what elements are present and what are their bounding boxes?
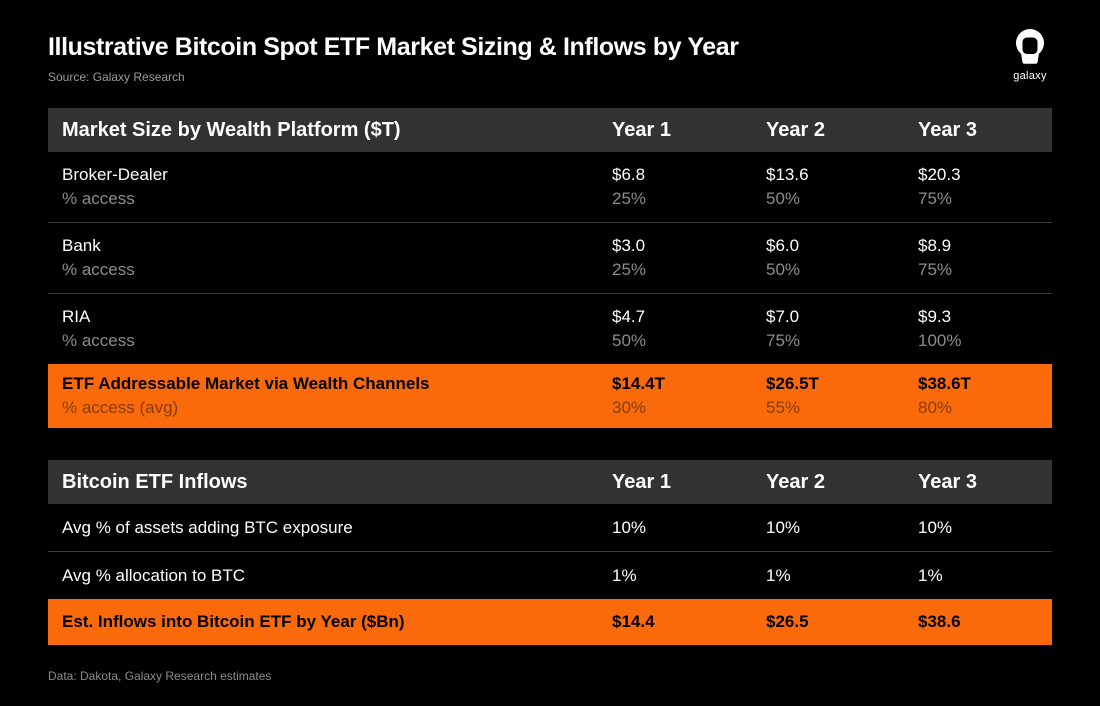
value-year-1: $6.8 (612, 165, 646, 184)
value-cell-year-3: $20.3 75% (918, 163, 1038, 211)
table-row-bank: Bank % access $3.0 25% $6.0 50% $8.9 75% (48, 223, 1052, 294)
row-label: Avg % allocation to BTC (62, 565, 245, 585)
row-label: ETF Addressable Market via Wealth Channe… (62, 374, 430, 393)
value-cell-year-1: $14.4T 30% (612, 372, 766, 420)
subvalue-year-2: 50% (766, 260, 801, 279)
row-sublabel: % access (62, 260, 135, 279)
table-row-ria: RIA % access $4.7 50% $7.0 75% $9.3 100% (48, 294, 1052, 364)
value-year-3: $38.6 (918, 612, 961, 631)
value-year-3: 10% (918, 517, 953, 537)
row-label-cell: Bank % access (62, 234, 612, 282)
value-year-3: $8.9 (918, 236, 952, 255)
subvalue-year-1: 50% (612, 331, 647, 350)
table2-title: Bitcoin ETF Inflows (62, 470, 248, 493)
value-year-2: 10% (766, 517, 801, 537)
subvalue-year-1: 25% (612, 260, 647, 279)
table2-column-year-2: Year 2 (766, 470, 825, 493)
bitcoin-etf-inflows-header: Bitcoin ETF Inflows Year 1 Year 2 Year 3 (48, 460, 1052, 504)
row-label: Broker-Dealer (62, 165, 168, 184)
table-row-avg-assets-adding-btc: Avg % of assets adding BTC exposure 10% … (48, 504, 1052, 552)
row-label: Bank (62, 236, 101, 255)
subvalue-year-2: 50% (766, 189, 801, 208)
row-sublabel: % access (62, 331, 135, 350)
value-cell-year-1: $4.7 50% (612, 305, 766, 353)
value-year-1: 1% (612, 565, 637, 585)
value-year-2: $6.0 (766, 236, 800, 255)
row-label-cell: ETF Addressable Market via Wealth Channe… (62, 372, 612, 420)
row-sublabel: % access (62, 189, 135, 208)
value-year-1: 10% (612, 517, 647, 537)
subvalue-year-2: 75% (766, 331, 801, 350)
table1-column-year-3: Year 3 (918, 118, 977, 141)
market-size-table: Market Size by Wealth Platform ($T) Year… (48, 108, 1052, 428)
subvalue-year-1: 25% (612, 189, 647, 208)
table1-column-year-1: Year 1 (612, 118, 671, 141)
value-cell-year-2: $6.0 50% (766, 234, 918, 282)
value-year-3: $9.3 (918, 307, 952, 326)
bitcoin-etf-inflows-table: Bitcoin ETF Inflows Year 1 Year 2 Year 3… (48, 460, 1052, 645)
infographic-page: Illustrative Bitcoin Spot ETF Market Siz… (48, 28, 1052, 683)
row-label: Est. Inflows into Bitcoin ETF by Year ($… (62, 612, 405, 631)
table1-column-year-2: Year 2 (766, 118, 825, 141)
galaxy-helmet-icon (1016, 29, 1044, 64)
value-year-2: $7.0 (766, 307, 800, 326)
value-cell-year-3: $38.6T 80% (918, 372, 1038, 420)
value-year-3: 1% (918, 565, 943, 585)
table1-title: Market Size by Wealth Platform ($T) (62, 118, 401, 141)
value-cell-year-3: $9.3 100% (918, 305, 1038, 353)
value-cell-year-1: $3.0 25% (612, 234, 766, 282)
subvalue-year-2: 55% (766, 398, 801, 417)
row-label: Avg % of assets adding BTC exposure (62, 517, 353, 537)
value-cell-year-3: $8.9 75% (918, 234, 1038, 282)
market-size-table-header: Market Size by Wealth Platform ($T) Year… (48, 108, 1052, 152)
source-note: Source: Galaxy Research (48, 70, 185, 84)
value-year-3: $38.6T (918, 374, 971, 393)
value-cell-year-2: $26.5T 55% (766, 372, 918, 420)
subvalue-year-3: 100% (918, 331, 962, 350)
subvalue-year-3: 75% (918, 260, 953, 279)
data-source-footnote: Data: Dakota, Galaxy Research estimates (48, 669, 272, 683)
value-year-1: $14.4T (612, 374, 665, 393)
table-row-broker-dealer: Broker-Dealer % access $6.8 25% $13.6 50… (48, 152, 1052, 223)
value-year-1: $4.7 (612, 307, 646, 326)
table-row-est-inflows: Est. Inflows into Bitcoin ETF by Year ($… (48, 599, 1052, 645)
row-sublabel: % access (avg) (62, 398, 179, 417)
page-title: Illustrative Bitcoin Spot ETF Market Siz… (48, 33, 739, 61)
table2-column-year-1: Year 1 (612, 470, 671, 493)
row-label-cell: Broker-Dealer % access (62, 163, 612, 211)
subvalue-year-3: 80% (918, 398, 953, 417)
table-row-etf-addressable-market: ETF Addressable Market via Wealth Channe… (48, 364, 1052, 428)
value-year-1: $3.0 (612, 236, 646, 255)
table-row-avg-allocation-btc: Avg % allocation to BTC 1% 1% 1% (48, 552, 1052, 599)
galaxy-logo-text: galaxy (1013, 70, 1047, 82)
value-year-2: 1% (766, 565, 791, 585)
value-year-3: $20.3 (918, 165, 961, 184)
value-year-2: $13.6 (766, 165, 809, 184)
value-year-2: $26.5 (766, 612, 809, 631)
subvalue-year-1: 30% (612, 398, 647, 417)
value-cell-year-2: $13.6 50% (766, 163, 918, 211)
value-cell-year-2: $7.0 75% (766, 305, 918, 353)
row-label: RIA (62, 307, 91, 326)
value-year-1: $14.4 (612, 612, 655, 631)
row-label-cell: RIA % access (62, 305, 612, 353)
value-cell-year-1: $6.8 25% (612, 163, 766, 211)
value-year-2: $26.5T (766, 374, 819, 393)
galaxy-logo: galaxy (1008, 28, 1052, 82)
subvalue-year-3: 75% (918, 189, 953, 208)
table2-column-year-3: Year 3 (918, 470, 977, 493)
